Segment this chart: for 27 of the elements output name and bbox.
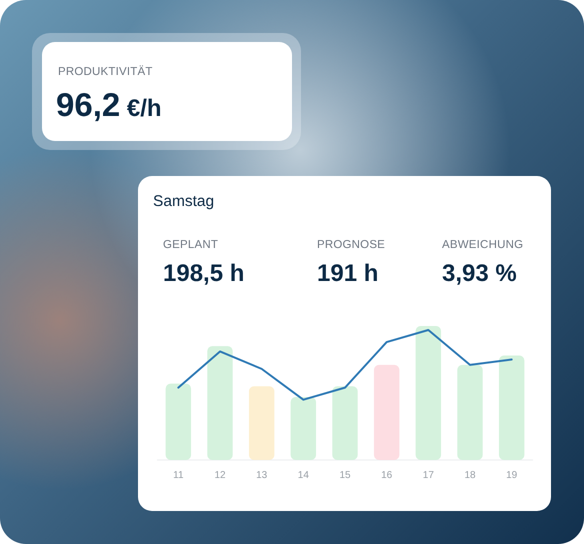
text: ABWEICHUNG: [442, 239, 524, 251]
bar: [498, 355, 524, 460]
text: 96,2 €/h: [56, 86, 162, 123]
bar: [416, 326, 442, 460]
x-tick-label: 13: [256, 470, 268, 481]
x-tick-label: 16: [381, 470, 393, 481]
x-tick-label: 18: [464, 470, 476, 481]
bar: [166, 384, 192, 460]
bar: [207, 346, 233, 460]
text: PRODUKTIVITÄT: [58, 66, 153, 78]
text: 191 h: [317, 260, 378, 287]
x-tick-label: 11: [173, 470, 184, 481]
bar: [332, 386, 358, 460]
bar: [457, 364, 483, 460]
text: 3,93 %: [442, 260, 517, 287]
text: 198,5 h: [163, 260, 244, 287]
x-tick-label: 15: [339, 470, 351, 481]
x-tick-label: 17: [422, 470, 434, 481]
x-tick-label: 19: [506, 470, 518, 481]
bar: [374, 364, 400, 460]
bar: [248, 386, 274, 460]
x-tick-label: 14: [298, 470, 310, 481]
text: Samstag: [153, 193, 214, 211]
text: GEPLANT: [163, 239, 220, 251]
x-tick-label: 12: [214, 470, 226, 481]
bar: [290, 397, 316, 460]
text: PROGNOSE: [317, 239, 386, 251]
